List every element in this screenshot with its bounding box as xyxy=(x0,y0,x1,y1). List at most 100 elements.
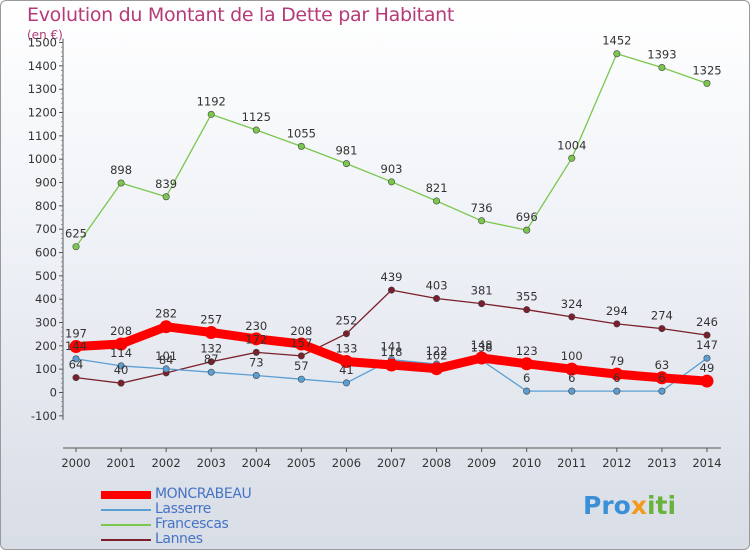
data-label: 1452 xyxy=(602,34,631,48)
data-point xyxy=(613,50,621,58)
data-label: 87 xyxy=(204,352,219,366)
data-point xyxy=(703,354,711,362)
data-point xyxy=(207,110,215,118)
data-label: 40 xyxy=(114,363,129,377)
proxiti-logo: Proxiti xyxy=(583,491,677,520)
x-tick-label: 2004 xyxy=(242,456,271,470)
data-point xyxy=(339,354,353,368)
data-label: 141 xyxy=(381,340,403,354)
data-label: 118 xyxy=(381,345,403,359)
data-label: 49 xyxy=(700,361,715,375)
data-label: 197 xyxy=(65,327,87,341)
x-tick-label: 2001 xyxy=(106,456,135,470)
data-label: 1393 xyxy=(647,48,676,62)
legend-swatch xyxy=(101,509,151,511)
x-tick-label: 2007 xyxy=(377,456,406,470)
data-label: 122 xyxy=(426,344,448,358)
legend-label: Lasserre xyxy=(155,501,211,517)
y-tick-label: 1400 xyxy=(28,59,57,73)
data-label: 114 xyxy=(110,346,132,360)
data-label: 100 xyxy=(561,349,583,363)
x-tick-label: 2000 xyxy=(61,456,90,470)
legend-swatch xyxy=(101,539,151,541)
data-point xyxy=(478,217,486,225)
y-tick-label: 400 xyxy=(35,292,57,306)
data-label: 1125 xyxy=(242,110,271,124)
data-label: 79 xyxy=(610,354,625,368)
data-point xyxy=(565,362,579,376)
x-tick-label: 2006 xyxy=(332,456,361,470)
chart-title: Evolution du Montant de la Dette par Hab… xyxy=(27,4,455,26)
data-label: 6 xyxy=(613,371,620,385)
data-point xyxy=(703,331,711,339)
data-label: 208 xyxy=(110,324,132,338)
data-point xyxy=(207,358,215,366)
data-point xyxy=(387,178,395,186)
data-label: 6 xyxy=(523,371,530,385)
data-label: 981 xyxy=(335,144,357,158)
data-label: 6 xyxy=(568,371,575,385)
legend-swatch xyxy=(101,524,151,526)
x-tick-label: 2012 xyxy=(602,456,631,470)
data-point xyxy=(342,330,350,338)
y-tick-label: 700 xyxy=(35,222,57,236)
data-label: 257 xyxy=(200,313,222,327)
y-tick-label: 800 xyxy=(35,199,57,213)
data-point xyxy=(204,326,218,340)
data-point xyxy=(117,362,125,370)
data-label: 898 xyxy=(110,163,132,177)
data-point xyxy=(523,387,531,395)
data-label: 381 xyxy=(471,284,493,298)
data-label: 230 xyxy=(245,319,267,333)
data-label: 736 xyxy=(471,201,493,215)
data-point xyxy=(162,365,170,373)
y-tick-label: 100 xyxy=(35,362,57,376)
data-point xyxy=(703,79,711,87)
data-point xyxy=(72,355,80,363)
data-label: 6 xyxy=(658,371,665,385)
data-label: 132 xyxy=(200,342,222,356)
data-point xyxy=(162,193,170,201)
data-label: 84 xyxy=(159,353,174,367)
data-label: 282 xyxy=(155,307,177,321)
data-point xyxy=(523,226,531,234)
data-point xyxy=(520,357,534,371)
data-label: 123 xyxy=(516,344,538,358)
data-point xyxy=(342,160,350,168)
data-label: 294 xyxy=(606,304,628,318)
data-label: 246 xyxy=(696,315,718,329)
data-point xyxy=(610,367,624,381)
data-label: 157 xyxy=(290,336,312,350)
data-point xyxy=(69,340,83,354)
data-label: 821 xyxy=(426,181,448,195)
x-tick-label: 2013 xyxy=(647,456,676,470)
data-label: 1004 xyxy=(557,138,586,152)
data-point xyxy=(655,371,669,385)
data-label: 208 xyxy=(290,324,312,338)
data-label: 73 xyxy=(249,355,264,369)
y-tick-label: 900 xyxy=(35,176,57,190)
data-point xyxy=(700,374,714,388)
data-label: 324 xyxy=(561,297,583,311)
data-point xyxy=(430,362,444,376)
data-point xyxy=(658,64,666,72)
data-label: 403 xyxy=(426,278,448,292)
data-label: 252 xyxy=(335,314,357,328)
data-point xyxy=(294,337,308,351)
x-tick-label: 2009 xyxy=(467,456,496,470)
x-tick-label: 2002 xyxy=(151,456,180,470)
x-tick-label: 2008 xyxy=(422,456,451,470)
legend-label: Francescas xyxy=(155,516,229,532)
data-point xyxy=(613,320,621,328)
data-point xyxy=(72,374,80,382)
data-label: 1192 xyxy=(197,94,226,108)
data-point xyxy=(249,332,263,346)
data-point xyxy=(72,243,80,251)
data-label: 274 xyxy=(651,309,673,323)
data-label: 101 xyxy=(155,349,177,363)
data-point xyxy=(387,286,395,294)
data-point xyxy=(568,387,576,395)
series-line-francescas xyxy=(75,53,708,248)
